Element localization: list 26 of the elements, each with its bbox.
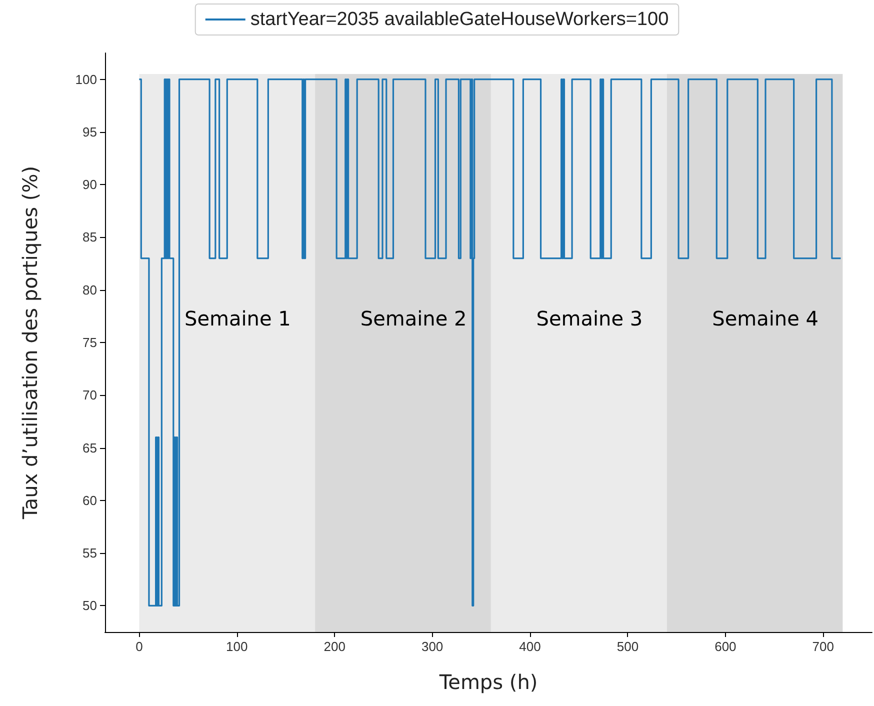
- x-tick-label: 400: [519, 639, 541, 654]
- x-tick-label: 200: [324, 639, 346, 654]
- band-label: Semaine 2: [360, 306, 467, 330]
- y-tick-label: 80: [82, 282, 97, 298]
- y-tick-label: 85: [82, 230, 97, 245]
- band-label: Semaine 3: [536, 306, 643, 330]
- x-axis-title: Temps (h): [438, 670, 538, 694]
- y-tick-label: 90: [82, 177, 97, 192]
- y-tick-label: 100: [75, 72, 97, 87]
- band-label: Semaine 4: [712, 306, 818, 330]
- y-tick-label: 75: [82, 335, 97, 350]
- y-tick-label: 95: [82, 124, 97, 140]
- legend-label: startYear=2035 availableGateHouseWorkers=100: [250, 9, 669, 30]
- y-tick-label: 55: [82, 546, 97, 561]
- y-tick-label: 50: [82, 598, 97, 614]
- x-tick-label: 500: [616, 639, 639, 654]
- y-axis-title: Taux d’utilisation des portiques (%): [18, 166, 42, 520]
- y-tick-label: 65: [82, 440, 97, 456]
- x-tick-label: 700: [812, 639, 834, 654]
- y-tick-label: 60: [82, 492, 97, 508]
- x-tick-label: 100: [226, 639, 248, 654]
- x-tick-label: 300: [421, 639, 444, 654]
- x-tick-label: 0: [136, 639, 143, 654]
- band-label: Semaine 1: [184, 306, 291, 330]
- x-tick-label: 600: [714, 639, 736, 654]
- y-tick-label: 70: [82, 388, 97, 403]
